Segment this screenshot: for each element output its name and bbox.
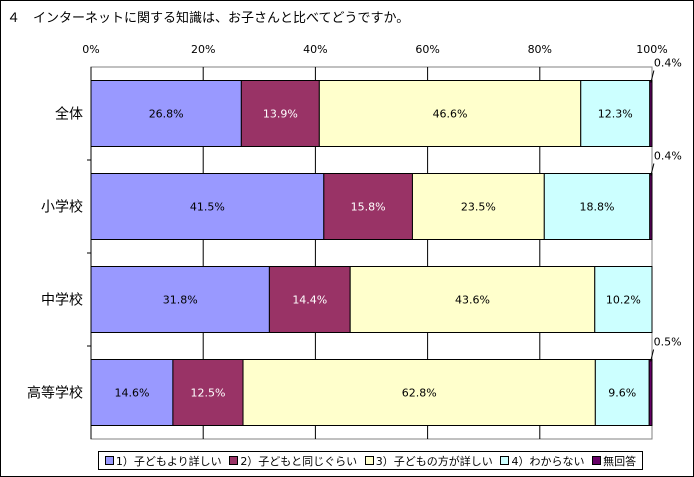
legend: 1）子どもより詳しい 2）子どもと同じぐらい 3）子どもの方が詳しい 4）わからない 無… bbox=[98, 451, 643, 470]
legend-label: 1）子どもより詳しい bbox=[115, 454, 222, 468]
data-label: 9.6% bbox=[608, 387, 636, 400]
bar-segment bbox=[242, 359, 596, 426]
legend-label: 2）子どもと同じぐらい bbox=[240, 454, 358, 468]
data-label: 46.6% bbox=[433, 108, 468, 121]
x-tick-label: 60% bbox=[415, 43, 439, 56]
data-label: 41.5% bbox=[190, 201, 225, 214]
data-label: 12.3% bbox=[598, 108, 633, 121]
x-tick-label: 100% bbox=[636, 43, 667, 56]
legend-swatch bbox=[592, 456, 602, 465]
x-tick-label: 0% bbox=[82, 43, 99, 56]
legend-swatch bbox=[500, 456, 510, 465]
bar-segment bbox=[90, 173, 325, 240]
bar-segment bbox=[268, 266, 351, 333]
data-label: 18.8% bbox=[580, 201, 615, 214]
legend-item: 1）子どもより詳しい bbox=[104, 453, 222, 469]
bar-segment bbox=[594, 359, 650, 426]
legend-label: 4）わからない bbox=[511, 454, 585, 468]
data-label: 15.8% bbox=[351, 201, 386, 214]
bar-segment bbox=[411, 173, 545, 240]
legend-swatch bbox=[364, 456, 374, 465]
data-label: 14.6% bbox=[114, 387, 149, 400]
bar-segment bbox=[349, 266, 596, 333]
legend-label: 無回答 bbox=[603, 454, 637, 468]
data-label: 0.5% bbox=[654, 336, 682, 349]
chart-title: ４ インターネットに関する知識は、お子さんと比べてどうですか。 bbox=[7, 11, 410, 26]
data-label: 31.8% bbox=[163, 294, 198, 307]
bar-segment bbox=[649, 173, 653, 240]
data-label: 23.5% bbox=[461, 201, 496, 214]
category-label: 中学校 bbox=[41, 292, 83, 309]
legend-item: 2）子どもと同じぐらい bbox=[229, 453, 357, 469]
leader-line bbox=[650, 163, 655, 176]
category-label: 高等学校 bbox=[27, 385, 83, 402]
leader-line bbox=[650, 349, 655, 362]
bar-segment bbox=[323, 173, 413, 240]
bar-segment bbox=[172, 359, 244, 426]
bar-segment bbox=[318, 80, 582, 147]
data-label: 0.4% bbox=[654, 150, 682, 163]
category-label: 全体 bbox=[55, 106, 83, 123]
data-label: 26.8% bbox=[149, 108, 184, 121]
legend-item: 4）わからない bbox=[500, 453, 584, 469]
bar-segment bbox=[543, 173, 651, 240]
data-label: 0.4% bbox=[654, 57, 682, 70]
data-label: 43.6% bbox=[455, 294, 490, 307]
bar-segment bbox=[648, 359, 653, 426]
data-label: 13.9% bbox=[263, 108, 298, 121]
legend-label: 3）子どもの方が詳しい bbox=[375, 454, 493, 468]
legend-item: 無回答 bbox=[592, 453, 636, 469]
data-label: 10.2% bbox=[606, 294, 641, 307]
data-label: 12.5% bbox=[190, 387, 225, 400]
bar-segment bbox=[90, 266, 270, 333]
bar-segment bbox=[649, 80, 653, 147]
data-label: 14.4% bbox=[292, 294, 327, 307]
category-label: 小学校 bbox=[41, 199, 83, 216]
x-tick-label: 40% bbox=[303, 43, 327, 56]
x-tick-label: 80% bbox=[528, 43, 552, 56]
legend-swatch bbox=[229, 456, 239, 465]
legend-item: 3）子どもの方が詳しい bbox=[364, 453, 493, 469]
data-label: 62.8% bbox=[402, 387, 437, 400]
x-tick-label: 20% bbox=[191, 43, 215, 56]
bar-segment bbox=[594, 266, 653, 333]
leader-line bbox=[650, 70, 655, 83]
bar-segment bbox=[90, 359, 174, 426]
legend-swatch bbox=[104, 456, 114, 465]
